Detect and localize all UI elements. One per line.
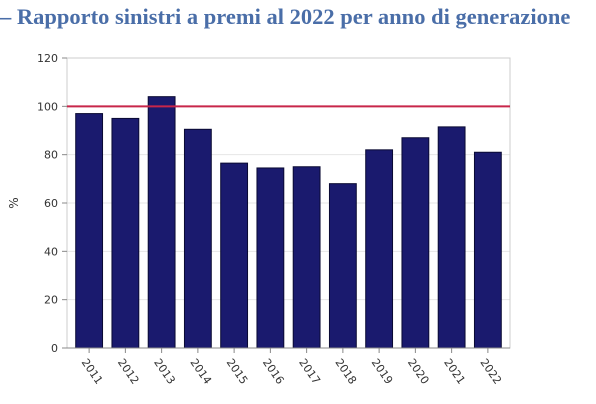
- bar-2014: [183, 128, 212, 349]
- bars: [75, 96, 502, 349]
- y-tick-label: 20: [44, 294, 58, 307]
- x-tick-label: 2018: [332, 356, 359, 386]
- slide-title: – Rapporto sinistri a premi al 2022 per …: [0, 4, 571, 29]
- bar-2018: [328, 183, 357, 349]
- y-tick-label: 60: [44, 197, 58, 210]
- x-tick-label: 2019: [369, 356, 396, 386]
- x-ticks: 2011 2012 2013 2014 2015 2016 2017 2018 2019 2020…: [79, 348, 504, 387]
- x-tick-label: 2020: [405, 356, 432, 386]
- x-tick-label: 2013: [151, 356, 178, 386]
- bar-2021: [437, 126, 466, 349]
- x-tick-label: 2017: [296, 356, 323, 386]
- x-tick-label: 2022: [477, 356, 504, 386]
- bar-2022: [473, 151, 502, 349]
- bar-2020: [401, 137, 430, 349]
- bar-2013: [147, 96, 176, 349]
- x-tick-label: 2021: [441, 356, 468, 386]
- y-ticks: 0 20 40 60 80 100 120: [37, 52, 67, 355]
- x-tick-label: 2015: [224, 356, 251, 386]
- x-tick-label: 2011: [79, 356, 106, 386]
- bar-2016: [256, 167, 285, 349]
- bar-2012: [111, 117, 140, 349]
- y-tick-label: 100: [37, 100, 58, 113]
- bar-2019: [365, 149, 394, 349]
- bar-2011: [75, 113, 104, 349]
- y-tick-label: 0: [51, 342, 58, 355]
- bar-2015: [220, 162, 249, 349]
- y-tick-label: 120: [37, 52, 58, 65]
- y-axis-label: %: [7, 197, 21, 208]
- y-tick-label: 40: [44, 245, 58, 258]
- x-tick-label: 2012: [115, 356, 142, 386]
- x-tick-label: 2014: [187, 356, 214, 386]
- y-tick-label: 80: [44, 149, 58, 162]
- bar-2017: [292, 166, 321, 349]
- x-tick-label: 2016: [260, 356, 287, 386]
